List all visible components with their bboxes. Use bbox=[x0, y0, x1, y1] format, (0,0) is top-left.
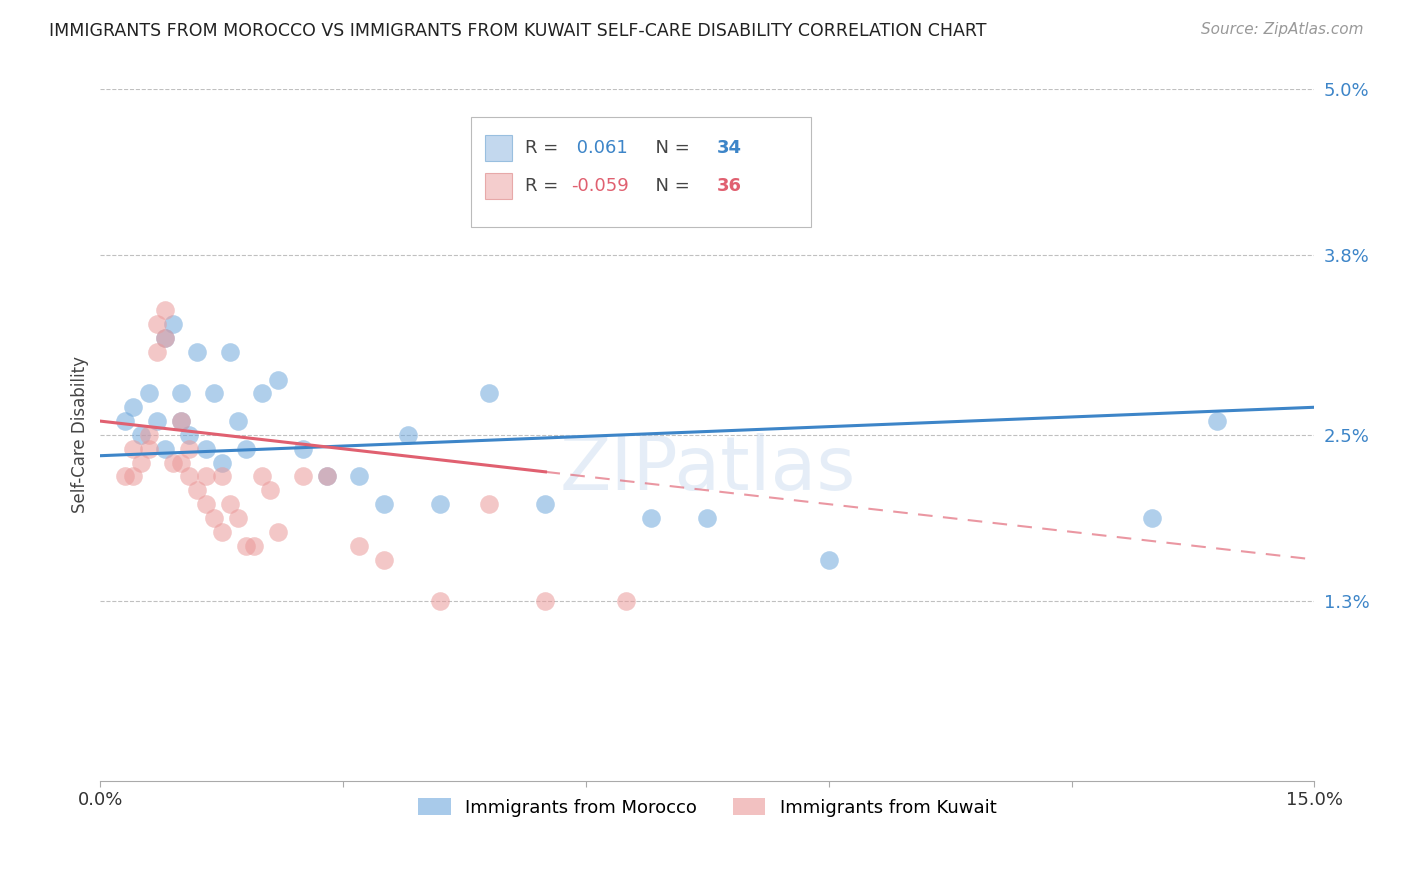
Point bbox=[179, 469, 201, 483]
Text: -0.059: -0.059 bbox=[571, 177, 628, 194]
Point bbox=[226, 511, 249, 525]
Point bbox=[114, 414, 136, 428]
Text: Source: ZipAtlas.com: Source: ZipAtlas.com bbox=[1201, 22, 1364, 37]
Text: 34: 34 bbox=[717, 139, 742, 157]
Point bbox=[575, 165, 598, 179]
Point bbox=[534, 497, 557, 511]
Point bbox=[316, 469, 339, 483]
Point bbox=[396, 428, 419, 442]
Point bbox=[194, 497, 217, 511]
FancyBboxPatch shape bbox=[485, 135, 512, 161]
Point bbox=[179, 442, 201, 456]
Point bbox=[170, 414, 193, 428]
Point bbox=[170, 414, 193, 428]
Point bbox=[1142, 511, 1164, 525]
Point bbox=[316, 469, 339, 483]
Point bbox=[291, 442, 314, 456]
Text: IMMIGRANTS FROM MOROCCO VS IMMIGRANTS FROM KUWAIT SELF-CARE DISABILITY CORRELATI: IMMIGRANTS FROM MOROCCO VS IMMIGRANTS FR… bbox=[49, 22, 987, 40]
Text: 36: 36 bbox=[717, 177, 742, 194]
Point bbox=[534, 594, 557, 608]
Text: 0.061: 0.061 bbox=[571, 139, 628, 157]
Point bbox=[170, 386, 193, 401]
Point bbox=[250, 469, 273, 483]
Point bbox=[349, 469, 371, 483]
Text: R =: R = bbox=[526, 177, 564, 194]
Point bbox=[211, 524, 233, 539]
Point bbox=[429, 497, 451, 511]
Point bbox=[226, 414, 249, 428]
Point bbox=[138, 442, 160, 456]
Point bbox=[202, 511, 225, 525]
Point bbox=[211, 456, 233, 470]
Point bbox=[138, 386, 160, 401]
Point bbox=[114, 469, 136, 483]
Point bbox=[640, 511, 662, 525]
Point bbox=[349, 539, 371, 553]
Text: ZIPatlas: ZIPatlas bbox=[560, 433, 855, 506]
Point bbox=[218, 345, 240, 359]
Point bbox=[129, 456, 152, 470]
Point bbox=[1206, 414, 1229, 428]
Point bbox=[218, 497, 240, 511]
Y-axis label: Self-Care Disability: Self-Care Disability bbox=[72, 357, 89, 514]
Point bbox=[202, 386, 225, 401]
Point bbox=[267, 524, 290, 539]
Legend: Immigrants from Morocco, Immigrants from Kuwait: Immigrants from Morocco, Immigrants from… bbox=[411, 791, 1004, 824]
Point bbox=[179, 428, 201, 442]
Point bbox=[121, 401, 143, 415]
Point bbox=[146, 414, 169, 428]
Point bbox=[162, 317, 184, 331]
Point bbox=[186, 483, 208, 498]
Point bbox=[186, 345, 208, 359]
Point bbox=[429, 594, 451, 608]
Point bbox=[170, 456, 193, 470]
Point bbox=[211, 469, 233, 483]
Point bbox=[696, 511, 718, 525]
FancyBboxPatch shape bbox=[485, 173, 512, 199]
FancyBboxPatch shape bbox=[471, 117, 810, 227]
Point bbox=[153, 303, 176, 318]
Point bbox=[235, 539, 257, 553]
Point bbox=[121, 469, 143, 483]
Point bbox=[817, 552, 839, 566]
Point bbox=[250, 386, 273, 401]
Text: N =: N = bbox=[644, 177, 696, 194]
Point bbox=[121, 442, 143, 456]
Point bbox=[616, 594, 638, 608]
Point bbox=[194, 469, 217, 483]
Point bbox=[129, 428, 152, 442]
Point bbox=[162, 456, 184, 470]
Point bbox=[146, 317, 169, 331]
Point bbox=[267, 373, 290, 387]
Point bbox=[138, 428, 160, 442]
Point bbox=[373, 552, 395, 566]
Point bbox=[235, 442, 257, 456]
Point bbox=[259, 483, 281, 498]
Point bbox=[291, 469, 314, 483]
Point bbox=[478, 386, 501, 401]
Point bbox=[153, 331, 176, 345]
Point bbox=[153, 331, 176, 345]
Point bbox=[153, 442, 176, 456]
Point bbox=[194, 442, 217, 456]
Point bbox=[146, 345, 169, 359]
Point bbox=[243, 539, 266, 553]
Text: N =: N = bbox=[644, 139, 696, 157]
Point bbox=[373, 497, 395, 511]
Text: R =: R = bbox=[526, 139, 564, 157]
Point bbox=[478, 497, 501, 511]
